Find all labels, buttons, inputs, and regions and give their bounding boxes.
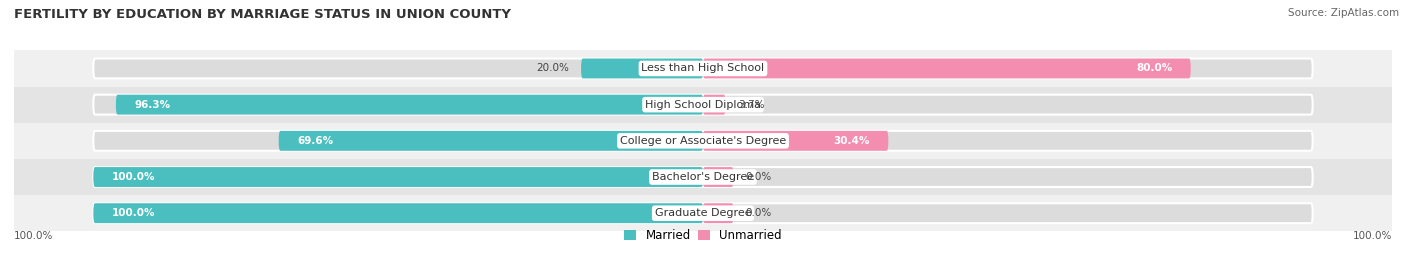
FancyBboxPatch shape bbox=[278, 131, 703, 151]
Bar bbox=[14, 195, 1392, 231]
FancyBboxPatch shape bbox=[93, 131, 1313, 151]
Text: 3.7%: 3.7% bbox=[738, 100, 765, 110]
Text: Source: ZipAtlas.com: Source: ZipAtlas.com bbox=[1288, 8, 1399, 18]
FancyBboxPatch shape bbox=[115, 95, 703, 115]
FancyBboxPatch shape bbox=[93, 203, 703, 223]
Bar bbox=[14, 50, 1392, 87]
FancyBboxPatch shape bbox=[703, 167, 734, 187]
Text: 69.6%: 69.6% bbox=[297, 136, 333, 146]
Text: Bachelor's Degree: Bachelor's Degree bbox=[652, 172, 754, 182]
FancyBboxPatch shape bbox=[93, 167, 703, 187]
FancyBboxPatch shape bbox=[703, 203, 734, 223]
FancyBboxPatch shape bbox=[93, 203, 1313, 223]
Text: 80.0%: 80.0% bbox=[1136, 63, 1173, 73]
Text: College or Associate's Degree: College or Associate's Degree bbox=[620, 136, 786, 146]
Bar bbox=[14, 159, 1392, 195]
FancyBboxPatch shape bbox=[703, 131, 889, 151]
Text: 20.0%: 20.0% bbox=[536, 63, 569, 73]
Bar bbox=[14, 87, 1392, 123]
Bar bbox=[14, 123, 1392, 159]
Text: 100.0%: 100.0% bbox=[111, 172, 155, 182]
Text: 100.0%: 100.0% bbox=[14, 231, 53, 241]
Text: Less than High School: Less than High School bbox=[641, 63, 765, 73]
Text: Graduate Degree: Graduate Degree bbox=[655, 208, 751, 218]
FancyBboxPatch shape bbox=[93, 95, 1313, 115]
FancyBboxPatch shape bbox=[703, 95, 725, 115]
Text: 30.4%: 30.4% bbox=[834, 136, 870, 146]
FancyBboxPatch shape bbox=[93, 167, 1313, 187]
Text: 100.0%: 100.0% bbox=[1353, 231, 1392, 241]
Text: FERTILITY BY EDUCATION BY MARRIAGE STATUS IN UNION COUNTY: FERTILITY BY EDUCATION BY MARRIAGE STATU… bbox=[14, 8, 510, 21]
Text: 0.0%: 0.0% bbox=[745, 172, 772, 182]
Text: 96.3%: 96.3% bbox=[134, 100, 170, 110]
Legend: Married, Unmarried: Married, Unmarried bbox=[620, 225, 786, 247]
FancyBboxPatch shape bbox=[581, 59, 703, 79]
FancyBboxPatch shape bbox=[703, 59, 1191, 79]
Text: 100.0%: 100.0% bbox=[111, 208, 155, 218]
FancyBboxPatch shape bbox=[93, 59, 1313, 79]
Text: High School Diploma: High School Diploma bbox=[645, 100, 761, 110]
Text: 0.0%: 0.0% bbox=[745, 208, 772, 218]
